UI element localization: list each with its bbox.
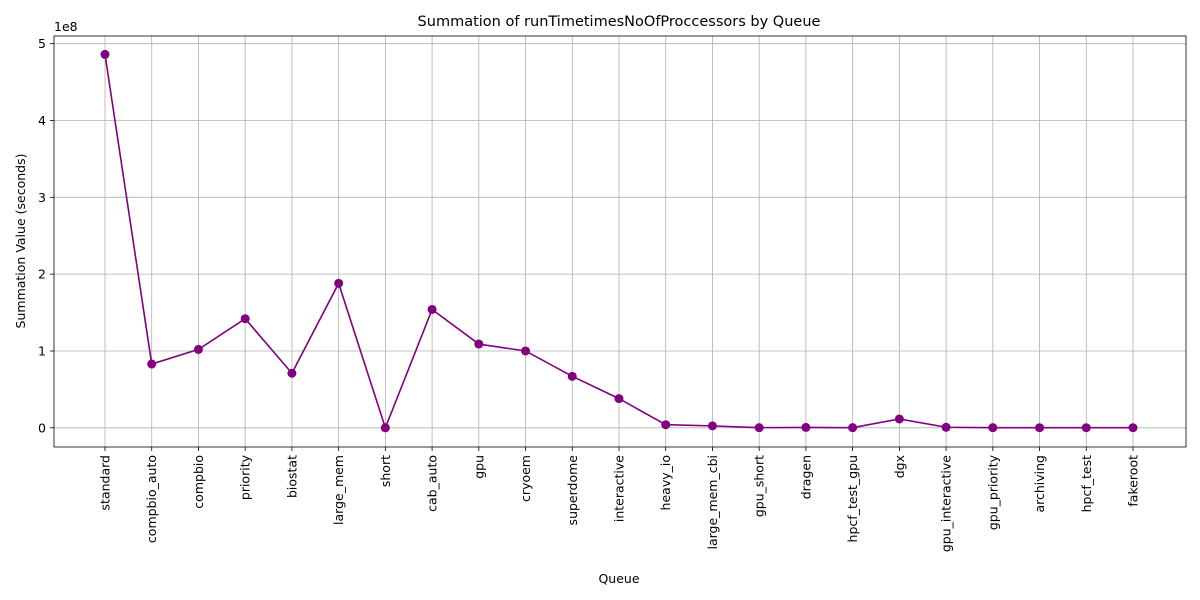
data-point-marker (1035, 423, 1045, 433)
chart-title: Summation of runTimetimesNoOfProccessors… (418, 14, 821, 30)
y-tick-label: 5 (38, 36, 46, 51)
data-point-marker (1081, 423, 1091, 433)
y-axis-offset-label: 1e8 (54, 19, 78, 34)
data-point-marker (848, 423, 858, 433)
x-tick-label: gpu (471, 455, 486, 479)
data-point-marker (941, 422, 951, 432)
data-point-marker (193, 344, 203, 354)
data-point-marker (100, 49, 110, 59)
y-tick-label: 2 (38, 267, 46, 282)
x-tick-label: interactive (612, 455, 627, 522)
plot-frame (53, 35, 1187, 448)
x-tick-label: cab_auto (425, 455, 440, 512)
data-point-marker (334, 278, 344, 288)
y-tick-label: 0 (38, 420, 46, 435)
x-tick-label: large_mem_cbi (705, 455, 720, 550)
data-point-marker (380, 423, 390, 433)
x-tick-label: heavy_io (658, 455, 673, 510)
y-tick-label: 1 (38, 343, 46, 358)
data-point-marker (474, 339, 484, 349)
y-tick-label: 3 (38, 190, 46, 205)
data-point-marker (988, 423, 998, 433)
x-tick-label: hpcf_test_gpu (845, 455, 860, 542)
data-point-marker (1128, 423, 1138, 433)
x-tick-label: biostat (284, 455, 299, 498)
x-tick-label: dragen (798, 455, 813, 499)
x-tick-label: gpu_priority (985, 454, 1000, 530)
series (100, 49, 1138, 433)
data-point-marker (801, 422, 811, 432)
x-tick-label: gpu_interactive (939, 455, 954, 552)
x-tick-label: dgx (892, 455, 907, 478)
x-tick-label: archiving (1032, 455, 1047, 513)
x-tick-label: standard (98, 455, 113, 510)
x-tick-label: gpu_short (752, 455, 767, 517)
data-point-marker (567, 371, 577, 381)
x-tick-label: short (378, 455, 393, 487)
data-point-marker (427, 304, 437, 314)
x-tick-label: compbio_auto (144, 455, 159, 543)
data-point-marker (754, 423, 764, 433)
data-point-marker (287, 368, 297, 378)
x-tick-label: superdome (565, 455, 580, 526)
x-tick-label: hpcf_test (1079, 455, 1094, 512)
x-tick-label: cryoem (518, 455, 533, 502)
data-point-marker (521, 346, 531, 356)
x-axis-label: Queue (598, 571, 639, 586)
axes: standard compbio_auto compbio priority biost… (38, 35, 1187, 552)
grid (54, 36, 1186, 447)
x-tick-label: large_mem (331, 455, 346, 525)
y-axis-label: Summation Value (seconds) (13, 154, 28, 329)
data-point-marker (894, 414, 904, 424)
y-tick-label: 4 (38, 113, 46, 128)
x-tick-label: compbio (191, 455, 206, 509)
data-point-marker (147, 359, 157, 369)
x-tick-label: priority (238, 454, 253, 500)
data-point-marker (707, 421, 717, 431)
data-point-marker (240, 314, 250, 324)
data-point-marker (614, 394, 624, 404)
x-tick-label: fakeroot (1126, 455, 1141, 507)
data-point-marker (661, 420, 671, 430)
